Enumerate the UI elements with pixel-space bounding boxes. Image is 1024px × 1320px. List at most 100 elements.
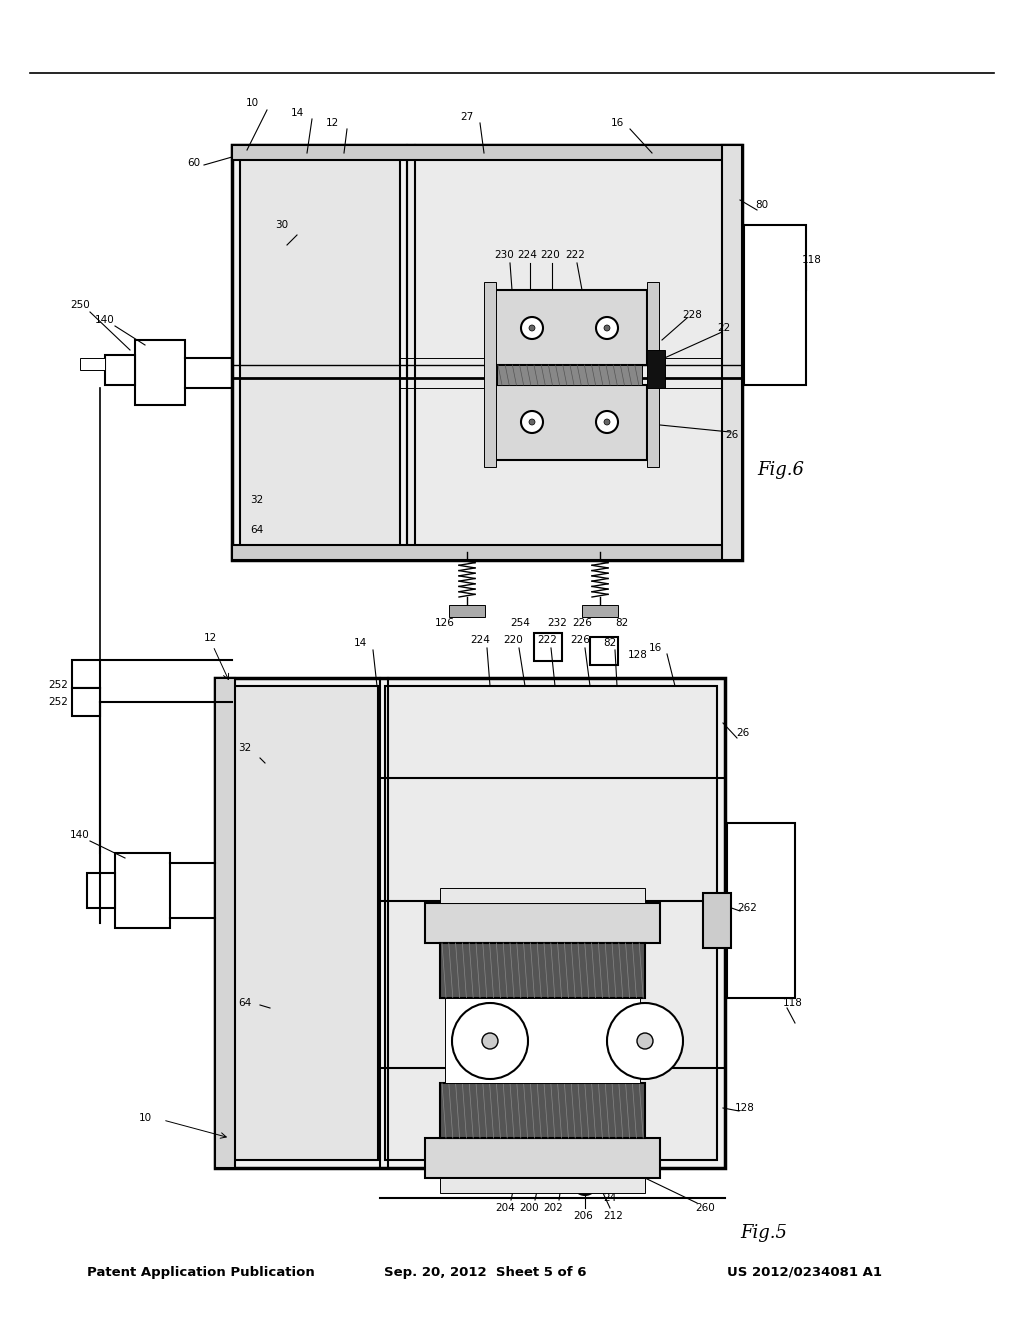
Text: 126: 126: [435, 618, 455, 628]
Text: 60: 60: [187, 158, 201, 168]
Text: 64: 64: [251, 525, 263, 535]
Text: 14: 14: [353, 638, 367, 648]
Text: 16: 16: [648, 643, 662, 653]
Bar: [232, 145, 742, 560]
Bar: [492, 385, 647, 459]
Circle shape: [521, 411, 543, 433]
Bar: [497, 366, 642, 385]
Bar: [440, 1082, 645, 1138]
Text: 64: 64: [239, 998, 252, 1008]
Text: 24: 24: [603, 1193, 616, 1203]
Text: 12: 12: [204, 634, 217, 643]
Text: 220: 220: [540, 249, 560, 260]
Text: 250: 250: [70, 300, 90, 310]
Bar: [135, 341, 185, 405]
Circle shape: [604, 418, 610, 425]
Bar: [232, 145, 742, 160]
Bar: [105, 355, 135, 385]
Bar: [425, 903, 660, 942]
Text: 32: 32: [239, 743, 252, 752]
Text: 10: 10: [246, 98, 259, 108]
Bar: [407, 153, 734, 552]
Bar: [385, 686, 717, 1160]
Text: US 2012/0234081 A1: US 2012/0234081 A1: [727, 1266, 882, 1279]
Text: 228: 228: [682, 310, 701, 319]
Bar: [232, 545, 742, 560]
Text: 14: 14: [291, 108, 304, 117]
Circle shape: [596, 411, 618, 433]
Circle shape: [482, 1034, 498, 1049]
Circle shape: [596, 317, 618, 339]
Bar: [445, 998, 640, 1082]
Text: 82: 82: [615, 618, 629, 628]
Text: 140: 140: [95, 315, 115, 325]
Circle shape: [529, 325, 535, 331]
Text: 118: 118: [783, 998, 803, 1008]
Bar: [744, 224, 806, 385]
Text: 26: 26: [725, 430, 738, 440]
Text: 126: 126: [451, 993, 470, 1003]
Text: 202: 202: [543, 1203, 563, 1213]
Text: 27: 27: [461, 112, 474, 121]
Circle shape: [452, 1003, 528, 1078]
Bar: [440, 888, 645, 903]
Text: 12: 12: [326, 117, 339, 128]
Bar: [440, 1177, 645, 1193]
Text: Patent Application Publication: Patent Application Publication: [87, 1266, 314, 1279]
Text: 204: 204: [496, 1203, 515, 1213]
Text: 220: 220: [503, 635, 523, 645]
Text: 200: 200: [519, 1203, 539, 1213]
Text: 212: 212: [603, 1210, 623, 1221]
Bar: [484, 282, 496, 467]
Bar: [727, 822, 795, 998]
Bar: [722, 145, 742, 560]
Text: 26: 26: [736, 729, 750, 738]
Bar: [425, 1138, 660, 1177]
Text: 254: 254: [510, 618, 530, 628]
Bar: [240, 153, 400, 552]
Circle shape: [637, 1034, 653, 1049]
Text: 260: 260: [695, 1203, 715, 1213]
Bar: [534, 634, 562, 661]
Bar: [590, 638, 618, 665]
Text: 32: 32: [251, 495, 263, 506]
Bar: [440, 942, 645, 998]
Text: 252: 252: [48, 697, 68, 708]
Bar: [495, 1148, 615, 1168]
Circle shape: [607, 1003, 683, 1078]
Bar: [215, 678, 725, 1168]
Bar: [115, 853, 170, 928]
Circle shape: [604, 325, 610, 331]
Bar: [223, 686, 378, 1160]
Text: 22: 22: [718, 323, 731, 333]
Circle shape: [529, 418, 535, 425]
Bar: [647, 350, 665, 388]
Text: 30: 30: [275, 220, 289, 230]
Text: 222: 222: [565, 249, 585, 260]
Circle shape: [573, 1171, 597, 1195]
Text: 232: 232: [547, 618, 567, 628]
Text: Fig.6: Fig.6: [757, 461, 804, 479]
Text: 10: 10: [138, 1113, 152, 1123]
Bar: [215, 678, 234, 1168]
Text: 82: 82: [603, 638, 616, 648]
Bar: [72, 688, 100, 715]
Text: 224: 224: [470, 635, 489, 645]
Text: Fig.5: Fig.5: [740, 1224, 787, 1242]
Text: 80: 80: [756, 201, 769, 210]
Bar: [80, 358, 105, 370]
Bar: [582, 605, 618, 616]
Text: 226: 226: [570, 635, 590, 645]
Text: 206: 206: [573, 1210, 593, 1221]
Text: 226: 226: [572, 618, 592, 628]
Text: 128: 128: [628, 649, 648, 660]
Text: Sep. 20, 2012  Sheet 5 of 6: Sep. 20, 2012 Sheet 5 of 6: [384, 1266, 587, 1279]
Text: 252: 252: [48, 680, 68, 690]
Bar: [492, 290, 647, 366]
Bar: [87, 873, 115, 908]
Bar: [703, 894, 731, 948]
Text: 262: 262: [737, 903, 757, 913]
Text: 230: 230: [495, 249, 514, 260]
Circle shape: [580, 1177, 590, 1188]
Bar: [72, 660, 100, 688]
